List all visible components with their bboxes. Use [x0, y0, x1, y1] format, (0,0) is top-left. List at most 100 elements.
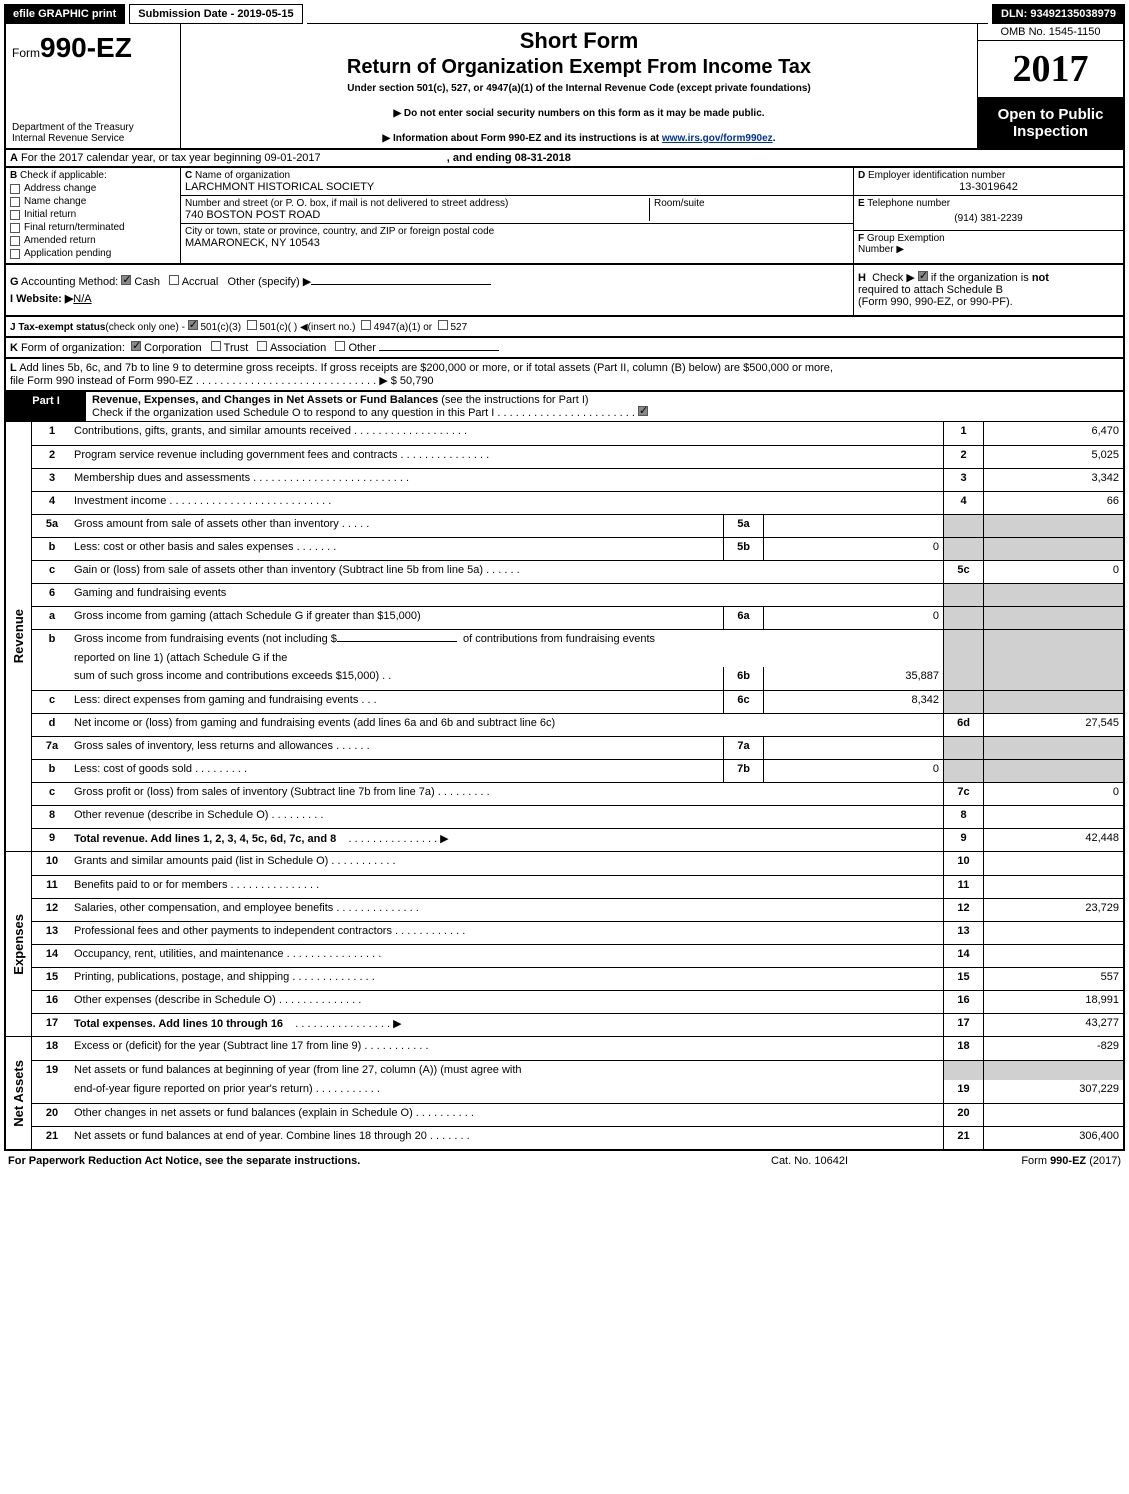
checkbox-icon[interactable]: [211, 341, 221, 351]
dln: DLN: 93492135038979: [992, 4, 1125, 24]
tax-year: 2017: [978, 41, 1123, 98]
line-4: 4Investment income . . . . . . . . . . .…: [32, 491, 1123, 514]
line-19-2: end-of-year figure reported on prior yea…: [32, 1080, 1123, 1103]
cat-no: Cat. No. 10642I: [771, 1155, 971, 1167]
check-initial-return[interactable]: Initial return: [10, 209, 176, 220]
check-final-return[interactable]: Final return/terminated: [10, 222, 176, 233]
revenue-section: Revenue 1Contributions, gifts, grants, a…: [6, 421, 1123, 851]
line-10: 10Grants and similar amounts paid (list …: [32, 852, 1123, 875]
form-number: Form990-EZ: [6, 24, 180, 72]
checkbox-icon[interactable]: [335, 341, 345, 351]
line-9: 9Total revenue. Add lines 1, 2, 3, 4, 5c…: [32, 828, 1123, 851]
form-header: Form990-EZ Department of the Treasury In…: [4, 24, 1125, 150]
line-12: 12Salaries, other compensation, and empl…: [32, 898, 1123, 921]
open-to-public: Open to Public Inspection: [978, 98, 1123, 148]
row-h: H Check ▶ if the organization is not req…: [853, 265, 1123, 315]
checkbox-icon[interactable]: [361, 320, 371, 330]
checkbox-icon[interactable]: [247, 320, 257, 330]
checkbox-icon: [10, 184, 20, 194]
line-6b-3: sum of such gross income and contributio…: [32, 667, 1123, 690]
line-6d: dNet income or (loss) from gaming and fu…: [32, 713, 1123, 736]
org-city: MAMARONECK, NY 10543: [185, 237, 320, 249]
line-5a: 5aGross amount from sale of assets other…: [32, 514, 1123, 537]
line-11: 11Benefits paid to or for members . . . …: [32, 875, 1123, 898]
instructions-link[interactable]: www.irs.gov/form990ez: [662, 133, 773, 144]
line-6b-2: reported on line 1) (attach Schedule G i…: [32, 649, 1123, 667]
checkbox-icon[interactable]: [257, 341, 267, 351]
submission-date: Submission Date - 2019-05-15: [129, 4, 302, 24]
line-6b-1: bGross income from fundraising events (n…: [32, 629, 1123, 649]
line-19-1: 19Net assets or fund balances at beginni…: [32, 1060, 1123, 1080]
row-j: J Tax-exempt status(check only one) - 50…: [4, 317, 1125, 338]
omb-number: OMB No. 1545-1150: [978, 24, 1123, 41]
line-2: 2Program service revenue including gover…: [32, 445, 1123, 468]
check-name-change[interactable]: Name change: [10, 196, 176, 207]
short-form-title: Short Form: [191, 28, 967, 54]
check-amended-return[interactable]: Amended return: [10, 235, 176, 246]
col-c: C Name of organization LARCHMONT HISTORI…: [181, 168, 853, 263]
check-corporation-icon[interactable]: [131, 341, 141, 351]
line-7a: 7aGross sales of inventory, less returns…: [32, 736, 1123, 759]
line-1: 1Contributions, gifts, grants, and simil…: [32, 422, 1123, 445]
row-k: K Form of organization: Corporation Trus…: [4, 338, 1125, 359]
gh-block: G Accounting Method: Cash Accrual Other …: [4, 265, 1125, 317]
line-20: 20Other changes in net assets or fund ba…: [32, 1103, 1123, 1126]
line-13: 13Professional fees and other payments t…: [32, 921, 1123, 944]
net-assets-label: Net Assets: [11, 1060, 26, 1127]
line-6c: cLess: direct expenses from gaming and f…: [32, 690, 1123, 713]
net-assets-section: Net Assets 18Excess or (deficit) for the…: [6, 1036, 1123, 1149]
radio-accrual-icon[interactable]: [169, 275, 179, 285]
website: N/A: [73, 293, 91, 305]
line-14: 14Occupancy, rent, utilities, and mainte…: [32, 944, 1123, 967]
col-b: B Check if applicable: Address change Na…: [6, 168, 181, 263]
line-7b: bLess: cost of goods sold . . . . . . . …: [32, 759, 1123, 782]
line-18: 18Excess or (deficit) for the year (Subt…: [32, 1037, 1123, 1060]
instruction-line-1: ▶ Do not enter social security numbers o…: [191, 108, 967, 119]
telephone: (914) 381-2239: [858, 209, 1119, 228]
revenue-label: Revenue: [11, 609, 26, 663]
expenses-label: Expenses: [11, 914, 26, 975]
page-footer: For Paperwork Reduction Act Notice, see …: [4, 1151, 1125, 1167]
checkbox-icon: [10, 197, 20, 207]
check-schedule-o-icon[interactable]: [638, 406, 648, 416]
line-3: 3Membership dues and assessments . . . .…: [32, 468, 1123, 491]
under-section: Under section 501(c), 527, or 4947(a)(1)…: [191, 83, 967, 94]
form-ref: Form 990-EZ (2017): [971, 1155, 1121, 1167]
checkbox-icon: [10, 249, 20, 259]
org-name: LARCHMONT HISTORICAL SOCIETY: [185, 181, 374, 193]
instruction-line-2: ▶ Information about Form 990-EZ and its …: [191, 133, 967, 144]
line-21: 21Net assets or fund balances at end of …: [32, 1126, 1123, 1149]
line-8: 8Other revenue (describe in Schedule O) …: [32, 805, 1123, 828]
return-title: Return of Organization Exempt From Incom…: [191, 56, 967, 79]
check-h-icon[interactable]: [918, 271, 928, 281]
line-17: 17Total expenses. Add lines 10 through 1…: [32, 1013, 1123, 1036]
top-bar: efile GRAPHIC print Submission Date - 20…: [4, 4, 1125, 24]
checkbox-icon: [10, 236, 20, 246]
radio-cash-icon[interactable]: [121, 275, 131, 285]
check-501c3-icon[interactable]: [188, 320, 198, 330]
check-application-pending[interactable]: Application pending: [10, 248, 176, 259]
line-7c: cGross profit or (loss) from sales of in…: [32, 782, 1123, 805]
part-1-header: Part I Revenue, Expenses, and Changes in…: [6, 392, 1123, 421]
line-5b: bLess: cost or other basis and sales exp…: [32, 537, 1123, 560]
row-l: L Add lines 5b, 6c, and 7b to line 9 to …: [4, 359, 1125, 390]
checkbox-icon: [10, 223, 20, 233]
line-15: 15Printing, publications, postage, and s…: [32, 967, 1123, 990]
paperwork-notice: For Paperwork Reduction Act Notice, see …: [8, 1155, 771, 1167]
efile-badge: efile GRAPHIC print: [4, 4, 125, 24]
row-i: I Website: ▶N/A: [10, 292, 849, 305]
checkbox-icon: [10, 210, 20, 220]
check-address-change[interactable]: Address change: [10, 183, 176, 194]
line-16: 16Other expenses (describe in Schedule O…: [32, 990, 1123, 1013]
department: Department of the Treasury Internal Reve…: [6, 118, 180, 148]
row-a: A For the 2017 calendar year, or tax yea…: [4, 150, 1125, 168]
checkbox-icon[interactable]: [438, 320, 448, 330]
expenses-section: Expenses 10Grants and similar amounts pa…: [6, 851, 1123, 1036]
line-6a: aGross income from gaming (attach Schedu…: [32, 606, 1123, 629]
col-def: D Employer identification number 13-3019…: [853, 168, 1123, 263]
line-6: 6Gaming and fundraising events: [32, 583, 1123, 606]
org-info-block: B Check if applicable: Address change Na…: [4, 168, 1125, 265]
org-address: 740 BOSTON POST ROAD: [185, 209, 320, 221]
ein: 13-3019642: [858, 181, 1119, 193]
line-5c: cGain or (loss) from sale of assets othe…: [32, 560, 1123, 583]
